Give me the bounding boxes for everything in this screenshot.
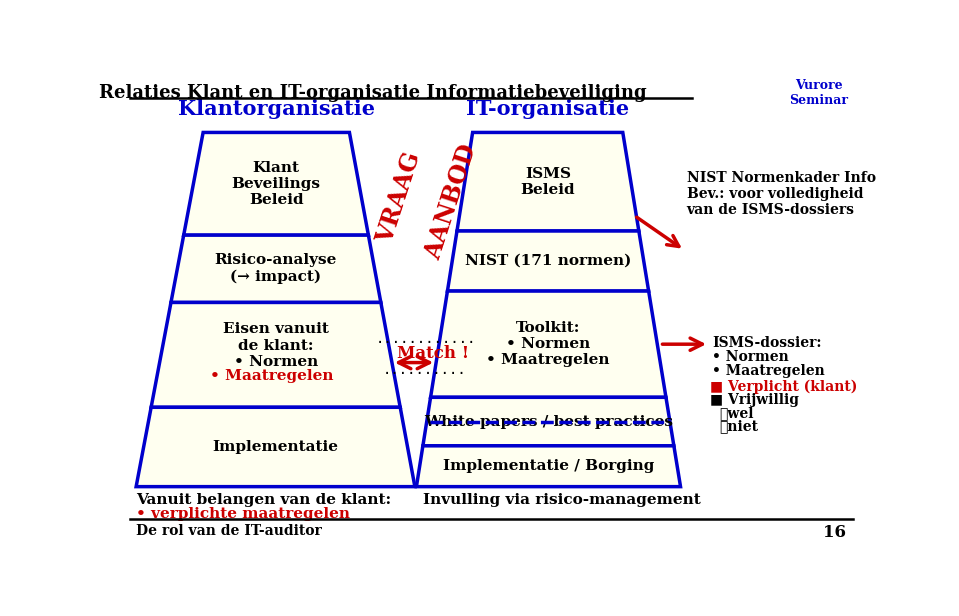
Polygon shape (457, 132, 639, 231)
Text: ➢niet: ➢niet (719, 419, 758, 434)
Text: NIST (171 normen): NIST (171 normen) (465, 254, 631, 268)
Text: White papers / best practices: White papers / best practices (424, 415, 673, 429)
Text: Klantorganisatie: Klantorganisatie (177, 99, 375, 118)
Polygon shape (152, 302, 400, 407)
Text: • Maatregelen: • Maatregelen (713, 364, 825, 378)
Text: ............: ............ (376, 333, 477, 346)
Polygon shape (184, 132, 368, 235)
Text: Toolkit:
• Normen
• Maatregelen: Toolkit: • Normen • Maatregelen (486, 321, 610, 367)
Polygon shape (416, 446, 681, 487)
Text: Klant
Beveilings
Beleid: Klant Beveilings Beleid (232, 161, 320, 207)
Text: Implementatie: Implementatie (213, 440, 339, 454)
Text: AANBOD: AANBOD (421, 141, 481, 262)
Text: Implementatie / Borging: Implementatie / Borging (443, 460, 654, 473)
Polygon shape (423, 397, 674, 446)
Polygon shape (171, 235, 381, 302)
Text: IT-organisatie: IT-organisatie (466, 99, 629, 118)
Text: Eisen vanuit
de klant:
• Normen: Eisen vanuit de klant: • Normen (222, 322, 329, 369)
Polygon shape (448, 231, 648, 291)
Text: De rol van de IT-auditor: De rol van de IT-auditor (136, 524, 322, 538)
Text: Invulling via risico-management: Invulling via risico-management (423, 493, 700, 507)
Text: ➢wel: ➢wel (719, 407, 754, 421)
Text: Vanuit belangen van de klant:: Vanuit belangen van de klant: (136, 493, 391, 507)
Polygon shape (431, 291, 666, 397)
Text: NIST Normenkader Info
Bev.: voor volledigheid
van de ISMS-dossiers: NIST Normenkader Info Bev.: voor volledi… (687, 171, 876, 217)
Text: ..........: .......... (383, 363, 467, 377)
Text: • Normen: • Normen (713, 351, 789, 364)
Text: Match !: Match ! (396, 345, 469, 362)
Polygon shape (136, 407, 415, 487)
Text: 16: 16 (823, 524, 846, 541)
Text: ISMS
Beleid: ISMS Beleid (521, 166, 575, 197)
Text: • Maatregelen: • Maatregelen (210, 370, 334, 383)
Text: Relaties Klant en IT-organisatie Informatiebeveiliging: Relaties Klant en IT-organisatie Informa… (99, 84, 646, 102)
Text: VRAAG: VRAAG (373, 149, 426, 247)
Text: ■ Verplicht (klant): ■ Verplicht (klant) (710, 379, 857, 394)
Text: Vurore
Seminar: Vurore Seminar (789, 78, 849, 107)
Text: Risico-analyse
(→ impact): Risico-analyse (→ impact) (215, 253, 338, 284)
Text: ■ Vrijwillig: ■ Vrijwillig (710, 394, 799, 407)
Text: ISMS-dossier:: ISMS-dossier: (713, 336, 822, 351)
Text: • verplichte maatregelen: • verplichte maatregelen (136, 506, 350, 521)
